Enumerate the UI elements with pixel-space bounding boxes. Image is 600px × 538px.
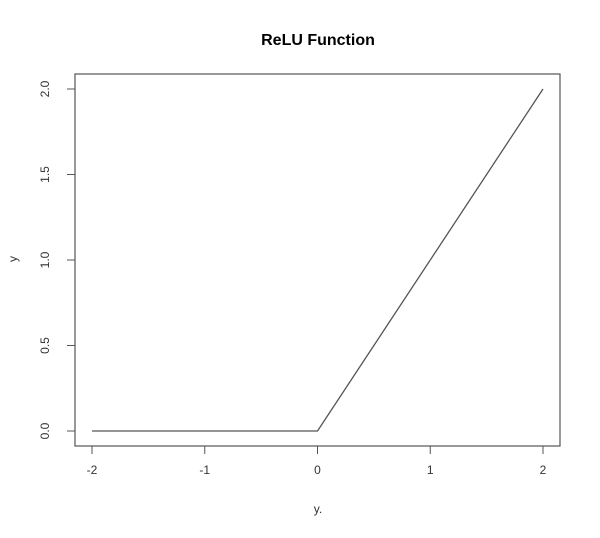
y-axis-label: y: [6, 256, 20, 262]
x-tick-label: 2: [540, 463, 547, 477]
plot-frame: [74, 73, 561, 447]
x-axis: -2 -1 0 1 2: [87, 446, 547, 477]
y-tick-label: 0.0: [38, 422, 52, 439]
series-layer: [92, 88, 544, 432]
x-axis-label: y.: [314, 502, 322, 516]
y-tick-label: 2.0: [38, 80, 52, 97]
x-tick-label: -1: [199, 463, 210, 477]
chart-title: ReLU Function: [261, 32, 375, 49]
y-tick-label: 1.5: [38, 166, 52, 183]
x-tick-label: 0: [314, 463, 321, 477]
x-tick-label: 1: [427, 463, 434, 477]
relu-series-line: [92, 88, 544, 432]
x-tick-label: -2: [87, 463, 98, 477]
y-tick-label: 1.0: [38, 251, 52, 268]
y-axis: 0.0 0.5 1.0 1.5 2.0: [38, 80, 75, 439]
y-tick-label: 0.5: [38, 337, 52, 354]
